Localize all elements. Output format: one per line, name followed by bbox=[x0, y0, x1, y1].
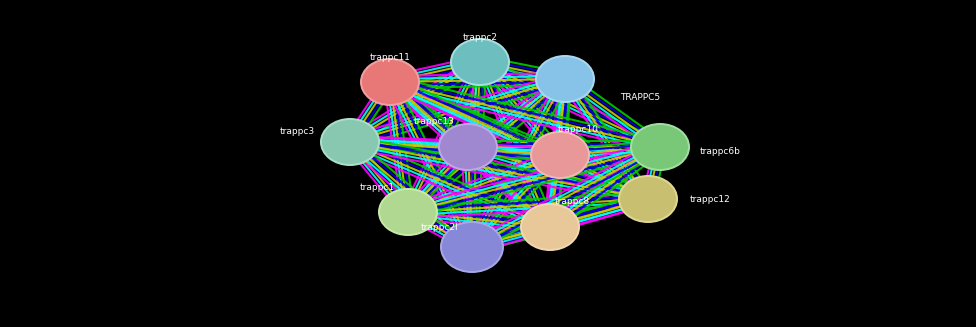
Text: trappc3: trappc3 bbox=[280, 128, 315, 136]
Ellipse shape bbox=[438, 123, 498, 171]
Ellipse shape bbox=[450, 38, 510, 86]
Ellipse shape bbox=[452, 40, 508, 84]
Text: trappc1: trappc1 bbox=[360, 182, 395, 192]
Ellipse shape bbox=[362, 60, 418, 104]
Text: trappc10: trappc10 bbox=[558, 126, 599, 134]
Text: trappc11: trappc11 bbox=[370, 53, 411, 61]
Text: trappc8: trappc8 bbox=[555, 198, 590, 206]
Text: trappc12: trappc12 bbox=[690, 195, 731, 203]
Ellipse shape bbox=[535, 55, 595, 103]
Text: trappc13: trappc13 bbox=[414, 117, 455, 127]
Ellipse shape bbox=[380, 190, 436, 234]
Ellipse shape bbox=[537, 57, 593, 101]
Text: TRAPPC5: TRAPPC5 bbox=[620, 93, 660, 101]
Ellipse shape bbox=[320, 118, 380, 166]
Text: trappc2l: trappc2l bbox=[421, 222, 458, 232]
Ellipse shape bbox=[360, 58, 420, 106]
Text: trappc2: trappc2 bbox=[463, 32, 498, 42]
Ellipse shape bbox=[522, 205, 578, 249]
Ellipse shape bbox=[322, 120, 378, 164]
Ellipse shape bbox=[630, 123, 690, 171]
Ellipse shape bbox=[620, 177, 676, 221]
Text: trappc6b: trappc6b bbox=[700, 147, 741, 157]
Ellipse shape bbox=[532, 133, 588, 177]
Ellipse shape bbox=[440, 125, 496, 169]
Ellipse shape bbox=[530, 131, 590, 179]
Ellipse shape bbox=[442, 223, 502, 271]
Ellipse shape bbox=[618, 175, 678, 223]
Ellipse shape bbox=[632, 125, 688, 169]
Ellipse shape bbox=[378, 188, 438, 236]
Ellipse shape bbox=[520, 203, 580, 251]
Ellipse shape bbox=[440, 221, 504, 273]
